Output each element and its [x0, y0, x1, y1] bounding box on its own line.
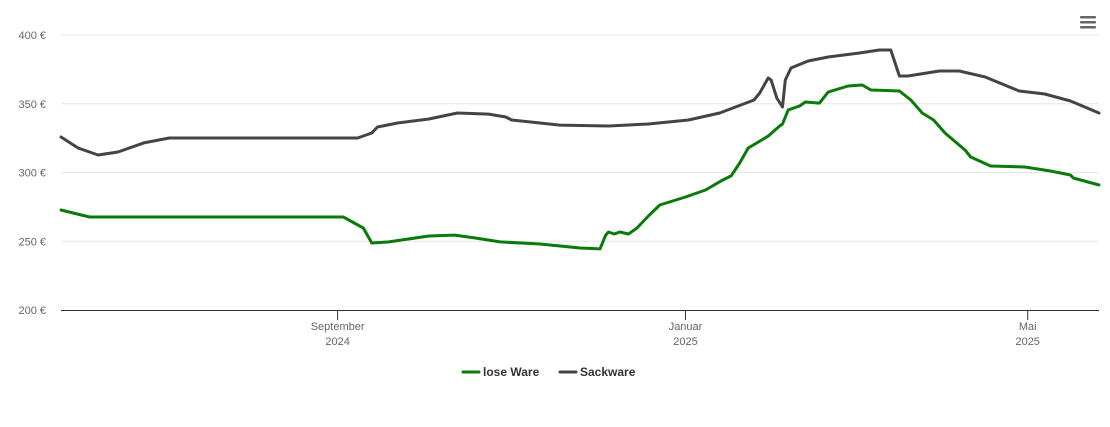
legend-label[interactable]: lose Ware — [483, 365, 540, 379]
series-line — [59, 48, 1101, 157]
x-tick-label: 2025 — [1015, 336, 1039, 348]
menu-bar — [1080, 26, 1096, 29]
x-tick-label: Mai — [1019, 321, 1037, 333]
x-tick-label: September — [311, 321, 365, 333]
y-tick-label: 350 € — [18, 99, 46, 111]
x-tick-label: 2025 — [673, 336, 697, 348]
legend-item[interactable]: lose Ware — [461, 365, 540, 379]
menu-bar — [1080, 21, 1096, 24]
x-tick-label: 2024 — [325, 336, 349, 348]
y-tick-label: 200 € — [18, 305, 46, 317]
legend: lose Ware Sackware — [461, 365, 636, 379]
series-line — [59, 83, 1101, 251]
menu-bar — [1080, 16, 1096, 19]
legend-item[interactable]: Sackware — [558, 365, 636, 379]
menu-button[interactable] — [1079, 15, 1097, 29]
y-tick-label: 400 € — [18, 30, 46, 42]
legend-label[interactable]: Sackware — [580, 365, 636, 379]
y-tick-label: 250 € — [18, 236, 46, 248]
y-tick-label: 300 € — [18, 168, 46, 180]
x-tick-label: Januar — [669, 321, 703, 333]
